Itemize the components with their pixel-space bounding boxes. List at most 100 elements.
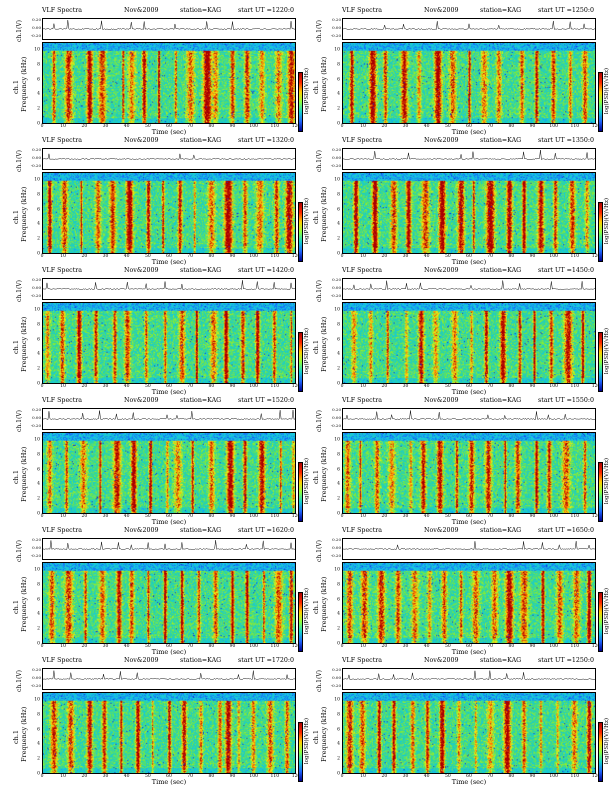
x-tick-label: 90 bbox=[229, 384, 236, 389]
spectrogram-canvas bbox=[343, 43, 595, 123]
spectrogram-plot bbox=[342, 302, 596, 384]
spectrogram-panel: VLF Spectra Nov&2009 station=KAG start UT =… bbox=[312, 656, 610, 786]
x-tick-label: 60 bbox=[466, 774, 472, 779]
waveform-tick-label: -0.20 bbox=[330, 163, 341, 168]
x-axis-label: Time (sec) bbox=[451, 128, 487, 136]
y-ticks: 0 2 4 6 8 10 bbox=[31, 562, 41, 647]
panel-title: VLF Spectra bbox=[42, 527, 82, 534]
y-tick-label: 0 bbox=[37, 511, 40, 517]
x-tick-label: 60 bbox=[166, 384, 172, 389]
waveform-ticks: 0.20 0.00 -0.20 bbox=[330, 667, 342, 690]
waveform-axis-label: ch.1(V) bbox=[16, 150, 23, 172]
x-tick-label: 10 bbox=[360, 384, 367, 389]
panel-date: Nov&2009 bbox=[124, 7, 159, 14]
x-tick-label: 20 bbox=[381, 514, 388, 519]
waveform-trace bbox=[42, 18, 296, 40]
panel-title: VLF Spectra bbox=[342, 397, 382, 404]
y-tick-label: 10 bbox=[334, 697, 340, 703]
waveform-line bbox=[43, 19, 295, 31]
x-tick-label: 80 bbox=[208, 514, 215, 519]
x-tick-label: 110 bbox=[570, 124, 580, 129]
x-tick-label: 0 bbox=[340, 124, 344, 129]
x-tick-label: 10 bbox=[360, 254, 367, 259]
y-tick-label: 8 bbox=[337, 582, 340, 588]
y-tick-label: 2 bbox=[37, 756, 40, 762]
x-tick-label: 60 bbox=[466, 124, 472, 129]
spectrogram-panel: VLF Spectra Nov&2009 station=KAG start UT =… bbox=[12, 656, 310, 786]
x-tick-label: 10 bbox=[360, 644, 367, 649]
waveform-svg bbox=[43, 153, 295, 160]
colorbar bbox=[298, 722, 303, 782]
y-tick-label: 0 bbox=[337, 771, 340, 777]
y-tick-label: 4 bbox=[37, 481, 40, 487]
spectrogram-plot bbox=[342, 42, 596, 124]
spectrogram-panel: VLF Spectra Nov&2009 station=KAG start UT =… bbox=[12, 266, 310, 396]
x-tick-label: 30 bbox=[402, 644, 409, 649]
panel-title: VLF Spectra bbox=[42, 7, 82, 14]
x-tick-label: 40 bbox=[123, 384, 130, 389]
panel-header: VLF Spectra Nov&2009 station=KAG start UT =… bbox=[312, 136, 602, 146]
spectrogram-canvas bbox=[43, 43, 295, 123]
waveform-svg bbox=[43, 670, 295, 680]
x-tick-label: 40 bbox=[423, 644, 430, 649]
colorbar bbox=[298, 462, 303, 522]
waveform-svg bbox=[343, 670, 595, 681]
x-tick-label: 40 bbox=[423, 254, 430, 259]
panel-channel-label: ch.1 bbox=[312, 599, 320, 614]
colorbar-label: log(PSD)(V/√Hz) bbox=[604, 718, 610, 765]
x-tick-label: 100 bbox=[249, 774, 258, 779]
waveform-ticks: 0.20 0.00 -0.20 bbox=[330, 537, 342, 560]
y-tick-label: 2 bbox=[37, 106, 40, 112]
x-tick-label: 120 bbox=[291, 124, 301, 129]
y-tick-label: 6 bbox=[337, 207, 340, 213]
x-tick-label: 110 bbox=[270, 384, 280, 389]
colorbar-label-box: log(PSD)(V/√Hz) bbox=[604, 198, 612, 264]
y-tick-label: 2 bbox=[337, 236, 340, 242]
x-tick-label: 110 bbox=[270, 124, 280, 129]
x-tick-label: 70 bbox=[187, 254, 194, 259]
waveform-axis-label: ch.1(V) bbox=[316, 410, 323, 432]
waveform-tick-label: -0.20 bbox=[30, 163, 41, 168]
panel-start-time: start UT =1550:0 bbox=[538, 397, 594, 404]
waveform-tick-label: 0.00 bbox=[332, 415, 341, 420]
x-tick-label: 30 bbox=[402, 384, 409, 389]
x-tick-label: 30 bbox=[402, 774, 409, 779]
x-tick-label: 120 bbox=[291, 774, 301, 779]
spectrogram-plot bbox=[342, 692, 596, 774]
x-tick-label: 0 bbox=[340, 774, 344, 779]
waveform-ticks: 0.20 0.00 -0.20 bbox=[330, 17, 342, 40]
x-tick-label: 50 bbox=[144, 254, 151, 259]
spectrogram-panel: VLF Spectra Nov&2009 station=KAG start UT =… bbox=[12, 136, 310, 266]
y-ticks: 0 2 4 6 8 10 bbox=[31, 302, 41, 387]
waveform-label: ch.1(V) bbox=[16, 150, 26, 172]
spectrogram-plot bbox=[42, 172, 296, 254]
panel-channel-label: ch.1 bbox=[12, 729, 20, 744]
y-tick-label: 2 bbox=[337, 366, 340, 372]
x-tick-label: 10 bbox=[360, 124, 367, 129]
waveform-label: ch.1(V) bbox=[16, 20, 26, 42]
x-axis-label: Time (sec) bbox=[451, 258, 487, 266]
waveform-svg bbox=[343, 20, 595, 30]
x-tick-label: 50 bbox=[144, 124, 151, 129]
panel-header: VLF Spectra Nov&2009 station=KAG start UT =… bbox=[312, 396, 602, 406]
panel-station: station=KAG bbox=[180, 657, 222, 664]
colorbar bbox=[298, 72, 303, 132]
colorbar bbox=[298, 332, 303, 392]
waveform-line bbox=[43, 670, 295, 680]
y-tick-label: 2 bbox=[337, 626, 340, 632]
y-tick-label: 6 bbox=[337, 337, 340, 343]
waveform-axis-label: ch.1(V) bbox=[16, 20, 23, 42]
y-axis-label: Frequency (kHz) bbox=[320, 446, 328, 502]
y-ticks: 0 2 4 6 8 10 bbox=[331, 562, 341, 647]
spectrogram-panel: VLF Spectra Nov&2009 station=KAG start UT =… bbox=[312, 6, 610, 136]
waveform-label: ch.1(V) bbox=[16, 280, 26, 302]
y-ticks: 0 2 4 6 8 10 bbox=[331, 692, 341, 777]
y-tick-label: 0 bbox=[337, 381, 340, 387]
x-tick-label: 30 bbox=[402, 254, 409, 259]
x-tick-label: 60 bbox=[466, 254, 472, 259]
x-tick-label: 70 bbox=[487, 254, 494, 259]
x-axis-label: Time (sec) bbox=[151, 518, 187, 526]
x-tick-label: 70 bbox=[187, 384, 194, 389]
waveform-svg bbox=[343, 541, 595, 551]
x-tick-label: 90 bbox=[529, 254, 536, 259]
